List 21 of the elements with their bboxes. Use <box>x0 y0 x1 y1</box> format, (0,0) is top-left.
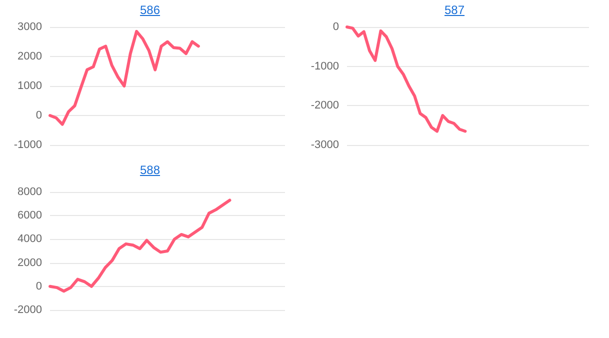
y-tick-label: -1000 <box>310 60 339 72</box>
chart-title: 586 <box>138 3 162 17</box>
y-tick-label: 0 <box>36 110 42 122</box>
y-tick-label: 6000 <box>18 210 42 222</box>
y-tick-label: 3000 <box>18 21 42 33</box>
y-tick-label: 8000 <box>18 186 42 198</box>
y-tick-label: 1000 <box>18 80 42 92</box>
y-tick-label: 0 <box>332 21 339 33</box>
y-tick-label: 0 <box>36 280 42 292</box>
line-series <box>48 198 232 293</box>
chart-title: 588 <box>138 163 162 177</box>
y-tick-label: 2000 <box>18 50 42 62</box>
y-tick-label: -2000 <box>310 100 339 112</box>
line-series <box>48 30 200 126</box>
y-tick-label: -3000 <box>310 139 339 151</box>
line-series <box>346 26 467 133</box>
y-tick-label: -1000 <box>14 139 42 151</box>
chart-title: 587 <box>443 3 466 17</box>
y-tick-label: -2000 <box>14 304 42 316</box>
y-tick-label: 4000 <box>18 233 42 246</box>
y-tick-label: 2000 <box>18 256 42 269</box>
